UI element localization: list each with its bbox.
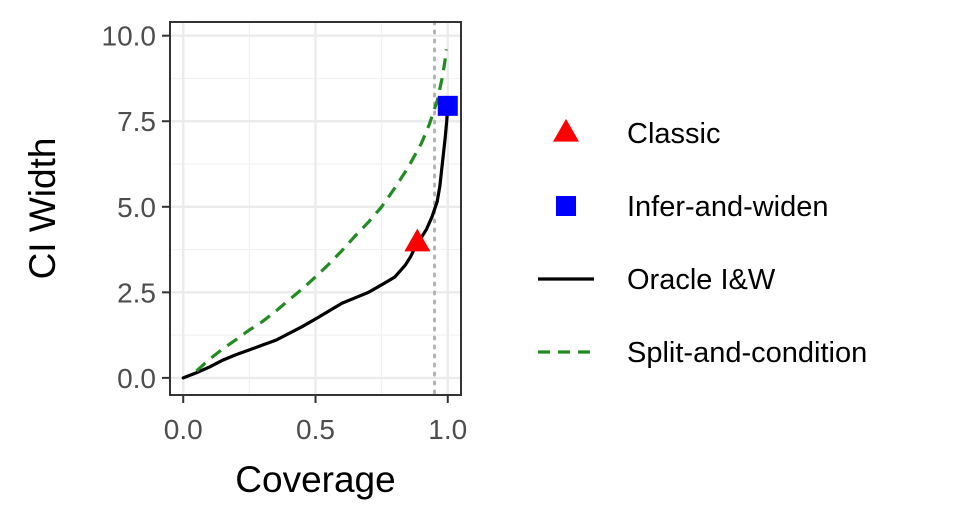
x-tick-label: 1.0 bbox=[428, 414, 467, 445]
legend: Classic Infer-and-widen Oracle I&W Split-an… bbox=[538, 118, 867, 369]
grid bbox=[170, 22, 461, 395]
legend-key-triangle bbox=[553, 118, 579, 142]
x-tick-label: 0.5 bbox=[296, 414, 335, 445]
legend-item: Oracle I&W bbox=[538, 264, 776, 296]
y-tick-label: 2.5 bbox=[117, 277, 156, 308]
x-tick-label: 0.0 bbox=[164, 414, 203, 445]
legend-label: Split-and-condition bbox=[627, 337, 867, 369]
data-point-square bbox=[437, 95, 458, 116]
y-axis-title: CI Width bbox=[22, 138, 63, 280]
series-layer bbox=[181, 49, 458, 380]
series-line bbox=[181, 104, 450, 380]
y-tick-label: 10.0 bbox=[102, 21, 157, 52]
legend-key-square bbox=[556, 196, 576, 216]
legend-item: Split-and-condition bbox=[538, 337, 867, 369]
y-tick-label: 7.5 bbox=[117, 106, 156, 137]
legend-label: Oracle I&W bbox=[627, 264, 776, 296]
y-tick-label: 0.0 bbox=[117, 363, 156, 394]
series-line bbox=[195, 49, 449, 373]
axes: 0.0 0.5 1.0 0.0 2.5 5.0 7.5 10.0 bbox=[102, 21, 468, 445]
legend-label: Infer-and-widen bbox=[627, 191, 829, 223]
x-axis-title: Coverage bbox=[235, 459, 395, 500]
legend-item: Classic bbox=[553, 118, 720, 150]
y-tick-label: 5.0 bbox=[117, 192, 156, 223]
legend-item: Infer-and-widen bbox=[556, 191, 829, 223]
legend-label: Classic bbox=[627, 118, 720, 150]
data-point-triangle bbox=[404, 228, 431, 252]
